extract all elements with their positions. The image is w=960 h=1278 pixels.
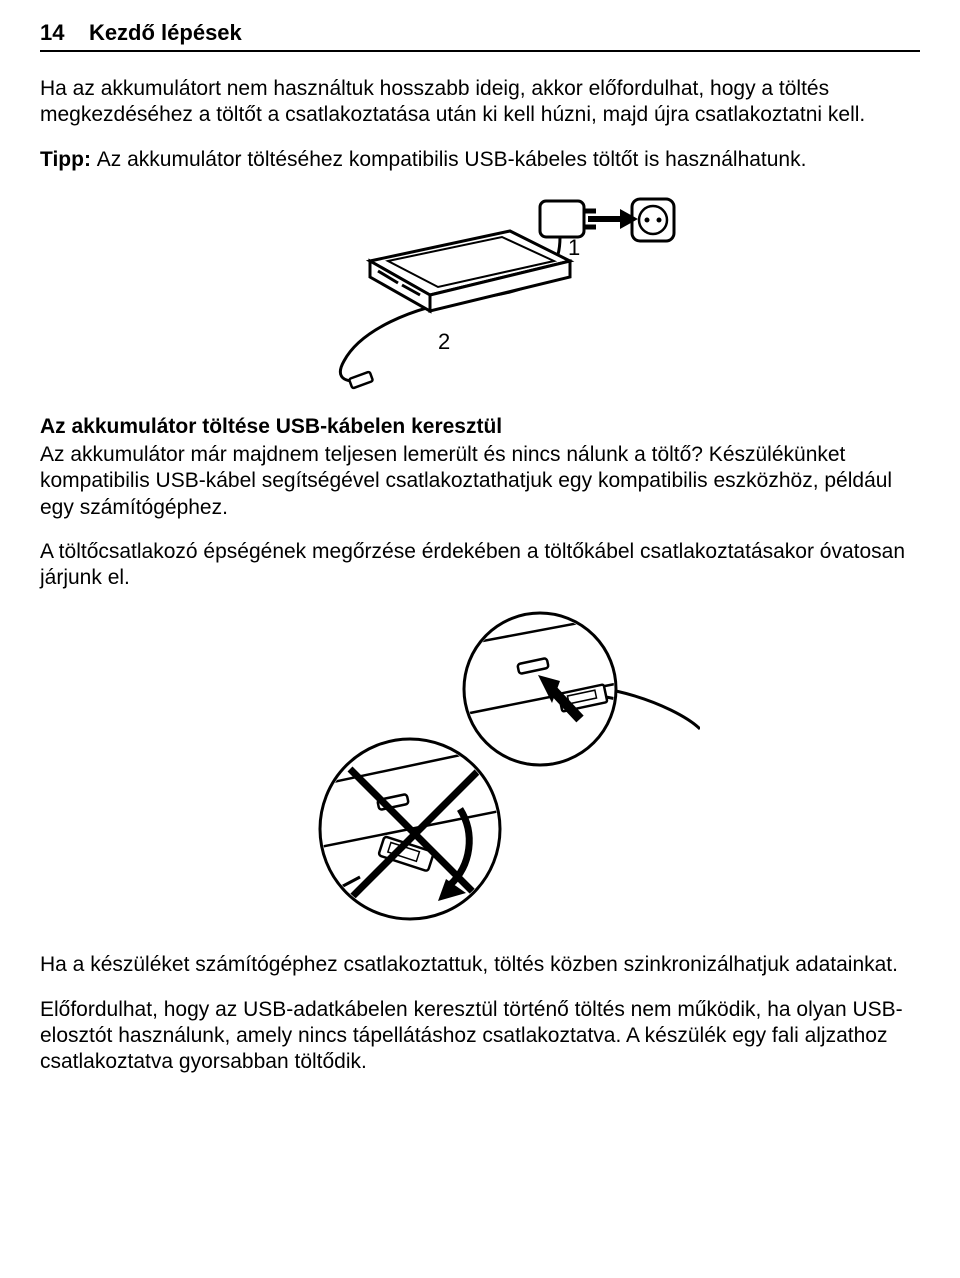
illus1-label-1: 1 [568, 235, 580, 260]
section-body: Az akkumulátor már majdnem teljesen leme… [40, 443, 892, 519]
paragraph-caution: A töltőcsatlakozó épségének megőrzése ér… [40, 539, 920, 592]
page-number: 14 [40, 20, 64, 45]
paragraph-intro: Ha az akkumulátort nem használtuk hossza… [40, 76, 920, 129]
tip-text: Az akkumulátor töltéséhez kompatibilis U… [97, 148, 807, 171]
page-header: 14 Kezdő lépések [40, 20, 920, 52]
illus1-label-2: 2 [438, 329, 450, 354]
section-heading: Az akkumulátor töltése USB-kábelen keres… [40, 414, 920, 440]
paragraph-sync: Ha a készüléket számítógéphez csatlakozt… [40, 952, 920, 978]
chapter-title: Kezdő lépések [89, 20, 242, 45]
paragraph-tip: Tipp: Az akkumulátor töltéséhez kompatib… [40, 147, 920, 173]
illustration-charger: 1 2 [40, 191, 920, 396]
tip-label: Tipp: [40, 148, 97, 171]
paragraph-usb-note: Előfordulhat, hogy az USB-adatkábelen ke… [40, 997, 920, 1076]
paragraph-section: Az akkumulátor töltése USB-kábelen keres… [40, 414, 920, 521]
illustration-usb-connection [40, 609, 920, 934]
page-container: 14 Kezdő lépések Ha az akkumulátort nem … [0, 0, 960, 1123]
